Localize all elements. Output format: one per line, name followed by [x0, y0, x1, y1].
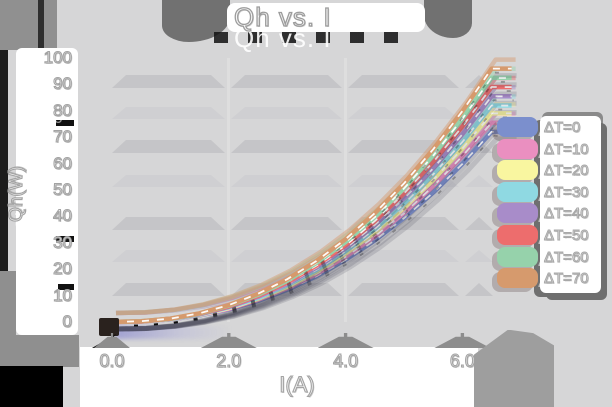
chart-title: Qh vs. I — [233, 1, 332, 32]
h-gridline — [465, 140, 493, 153]
y-tick-label: 90 — [53, 74, 73, 94]
legend-swatch — [497, 138, 538, 159]
origin-blob — [99, 318, 119, 336]
bottom-left-gray — [0, 335, 79, 367]
h-gridline — [231, 283, 342, 296]
band-nick — [58, 284, 74, 290]
legend-label: ΔT=10 — [544, 140, 590, 158]
h-gridline — [348, 75, 459, 88]
h-gridline — [465, 75, 493, 88]
curve-ghost — [115, 94, 516, 316]
band-nick — [56, 236, 74, 242]
title-shadow-right — [424, 0, 472, 38]
h-gridline — [348, 217, 459, 230]
legend-panel — [540, 116, 601, 293]
legend-swatch — [497, 268, 538, 289]
title-underscore-marks — [214, 32, 416, 43]
legend-label: ΔT=70 — [544, 270, 590, 288]
legend-label: ΔT=20 — [544, 162, 590, 180]
corner-block-line — [38, 0, 44, 50]
x-tick-mark — [317, 333, 374, 348]
x-axis-band — [80, 347, 478, 407]
h-gridline — [231, 140, 342, 153]
v-gridline — [227, 58, 230, 322]
bottom-left-black — [0, 366, 63, 407]
h-gridline — [231, 217, 342, 230]
y-tick-label: 30 — [53, 232, 73, 252]
legend-swatch — [497, 203, 538, 224]
legend-swatch — [497, 117, 538, 137]
h-gridline-minor — [112, 175, 225, 187]
y-tick-label: 100 — [43, 48, 72, 67]
curve-shadow — [116, 136, 517, 332]
h-gridline-minor — [112, 107, 225, 119]
x-tick-label: 0.0 — [99, 350, 125, 371]
x-axis-title: I(A) — [279, 371, 316, 397]
legend-swatch — [497, 160, 538, 181]
legend-label: ΔT=0 — [544, 119, 581, 137]
curve-ghost — [115, 66, 516, 316]
h-gridline — [348, 283, 459, 296]
h-gridline — [112, 217, 225, 230]
x-tick-label: 2.0 — [216, 350, 242, 371]
corner-block — [0, 0, 57, 50]
h-gridline-minor — [112, 250, 225, 262]
legend-label: ΔT=40 — [544, 205, 590, 223]
y-tick-label: 10 — [53, 285, 73, 305]
curve-ghost — [115, 85, 516, 316]
left-dark-strip — [0, 50, 8, 271]
curve-ghost — [115, 102, 516, 316]
legend-label: ΔT=60 — [544, 248, 590, 266]
x-tick-label: 6.0 — [449, 350, 475, 371]
h-gridline-minor — [231, 175, 342, 187]
h-gridline — [112, 75, 225, 88]
y-tick-label: 70 — [53, 127, 73, 147]
band-nick — [56, 120, 74, 126]
h-gridline-minor — [231, 250, 342, 262]
h-gridline-minor — [465, 250, 493, 262]
h-gridline-minor — [348, 250, 459, 262]
h-gridline-minor — [465, 107, 493, 119]
y-tick-label: 40 — [53, 206, 73, 226]
legend-swatch — [497, 246, 538, 267]
legend-label: ΔT=30 — [544, 183, 590, 201]
h-gridline-minor — [465, 175, 493, 187]
y-tick-label: 60 — [53, 153, 73, 173]
bottom-right-shadow — [474, 330, 554, 407]
h-gridline-minor — [348, 107, 459, 119]
h-gridline-minor — [231, 107, 342, 119]
legend-swatch — [497, 225, 538, 245]
legend-swatch — [497, 181, 538, 202]
h-gridline — [112, 283, 225, 296]
title-band — [227, 3, 425, 32]
origin-smear — [116, 326, 231, 339]
h-gridline — [465, 217, 493, 230]
left-gray-strip — [0, 271, 16, 337]
h-gridline — [348, 140, 459, 153]
h-gridline — [465, 283, 493, 296]
x-tick-mark — [434, 333, 491, 348]
y-tick-label: 80 — [53, 100, 73, 120]
h-gridline — [112, 140, 225, 153]
y-tick-label: 0 — [62, 312, 73, 331]
v-gridline — [344, 58, 347, 322]
legend-label: ΔT=50 — [544, 227, 590, 245]
x-tick-label: 4.0 — [333, 350, 359, 371]
h-gridline-minor — [348, 175, 459, 187]
curve-dash-shadow — [113, 134, 514, 327]
y-tick-label: 50 — [53, 180, 73, 199]
h-gridline — [231, 75, 342, 88]
y-tick-label: 20 — [53, 259, 73, 279]
